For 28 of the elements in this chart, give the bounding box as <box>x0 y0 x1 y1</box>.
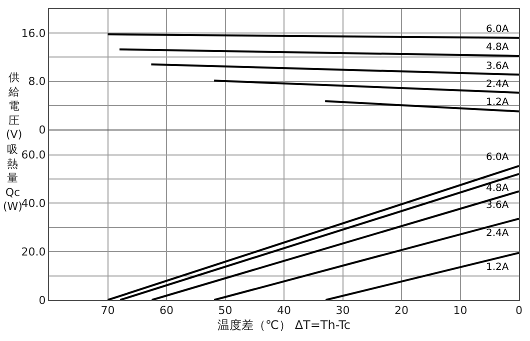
y-tick-label: 16.0 <box>21 26 46 40</box>
series-label: 2.4A <box>486 228 509 239</box>
x-tick-label: 40 <box>277 304 291 318</box>
y-tick-label: 40.0 <box>21 197 46 210</box>
x-tick-label: 60 <box>160 304 174 318</box>
y-axis-title: 供給電圧(V) <box>6 71 22 142</box>
y-axis-title: 吸熱量Qc(W) <box>3 143 22 214</box>
y-tick-label: 0 <box>38 123 46 136</box>
series-label: 1.2A <box>486 97 509 108</box>
x-tick-label: 50 <box>218 304 232 318</box>
series-label: 3.6A <box>486 200 509 211</box>
x-tick-label: 0 <box>516 304 522 318</box>
series-label: 4.8A <box>486 183 509 194</box>
series-label: 4.8A <box>486 42 509 53</box>
series-label: 6.0A <box>486 24 509 35</box>
y-tick-label: 60.0 <box>21 148 46 162</box>
series-label: 2.4A <box>486 79 509 90</box>
x-tick-label: 30 <box>336 304 350 318</box>
series-label: 1.2A <box>486 262 509 273</box>
x-tick-label: 70 <box>100 304 115 318</box>
x-axis-title: 温度差（℃） ΔT=Th-Tc <box>218 318 350 332</box>
y-tick-label: 0 <box>38 294 46 307</box>
x-tick-label: 20 <box>394 304 408 318</box>
y-tick-label: 20.0 <box>21 245 46 258</box>
series-label: 3.6A <box>486 61 509 72</box>
x-tick-label: 10 <box>453 304 468 318</box>
y-tick-label: 8.0 <box>28 75 46 88</box>
series-label: 6.0A <box>486 152 509 163</box>
